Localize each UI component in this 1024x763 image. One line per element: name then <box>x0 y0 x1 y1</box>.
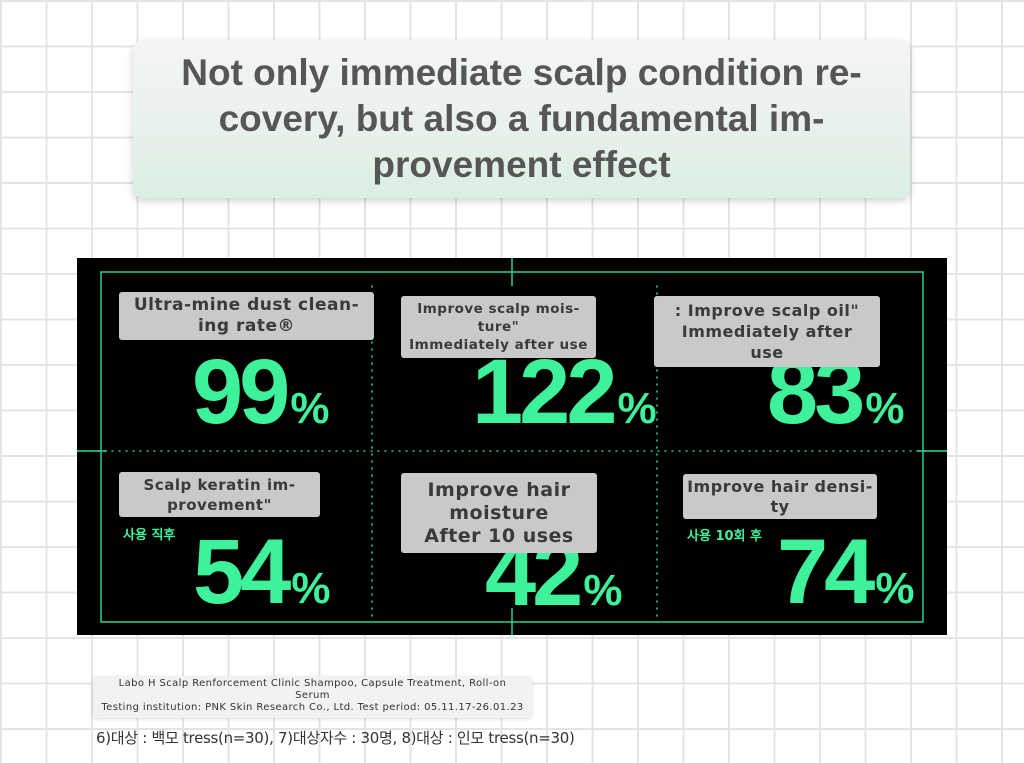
stat-value-keratin: 54% <box>193 521 331 623</box>
stat-tag-after-10-uses: 사용 10회 후 <box>687 529 762 544</box>
stat-label-hair-moisture: Improve hair moisture After 10 uses <box>401 473 597 553</box>
stats-panel: 99% Ultra-mine dust clean- ing rate® 122… <box>77 258 947 635</box>
footnote-line-institution: Testing institution: PNK Skin Research C… <box>101 702 524 713</box>
stat-label-hair-density: Improve hair densi- ty <box>683 474 877 519</box>
footnote-korean: 6)대상 : 백모 tress(n=30), 7)대상자수 : 30명, 8)대… <box>96 729 575 747</box>
headline-card: Not only immediate scalp condition re- c… <box>133 40 910 198</box>
stat-value-dust-cleaning: 99% <box>192 341 330 443</box>
footnote-line-product-cont: Serum <box>295 690 330 701</box>
stat-label-keratin: Scalp keratin im- provement" <box>119 472 320 517</box>
stat-label-scalp-moisture: Improve scalp mois- ture" Immediately af… <box>401 296 596 358</box>
headline-title: Not only immediate scalp condition re- c… <box>181 52 862 185</box>
stat-value-scalp-moisture: 122% <box>472 341 657 443</box>
footnote-box: Labo H Scalp Renforcement Clinic Shampoo… <box>93 676 532 718</box>
stat-label-scalp-oil: : Improve scalp oil" Immediately after u… <box>654 296 880 367</box>
stat-value-hair-density: 74% <box>777 521 915 623</box>
footnote-line-product: Labo H Scalp Renforcement Clinic Shampoo… <box>118 678 507 689</box>
stat-label-dust-cleaning: Ultra-mine dust clean- ing rate® <box>119 292 374 340</box>
stat-tag-immediately-after-use: 사용 직후 <box>123 528 176 543</box>
